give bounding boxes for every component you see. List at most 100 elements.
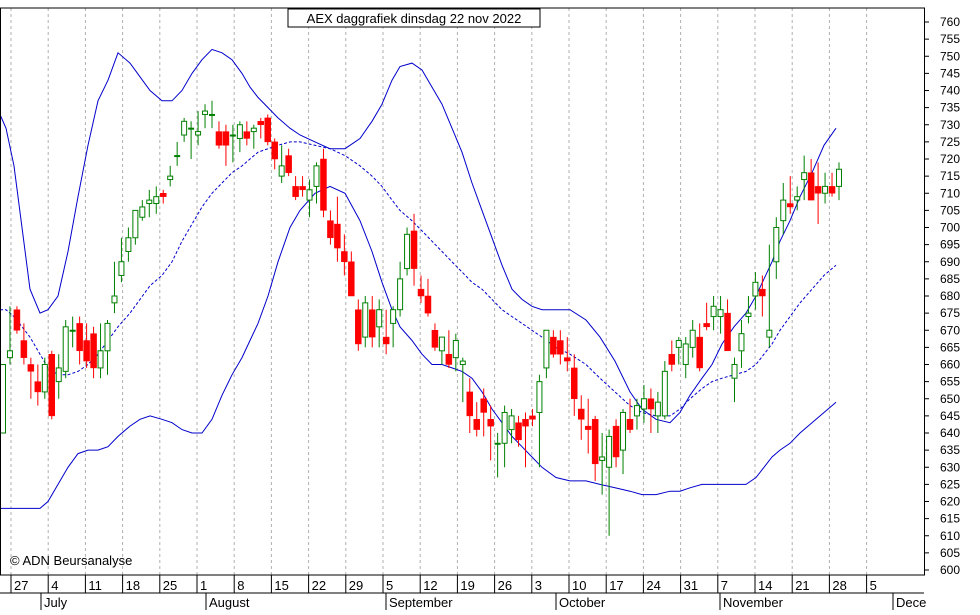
candle-17 bbox=[118, 237, 125, 283]
x-tick-label: 17 bbox=[609, 578, 623, 593]
candle-78 bbox=[543, 329, 550, 379]
candle-13 bbox=[90, 326, 97, 379]
y-tick-label: 610 bbox=[940, 529, 960, 543]
y-tick-label: 735 bbox=[940, 101, 960, 115]
y-tick-label: 705 bbox=[940, 203, 960, 217]
x-tick-label: 5 bbox=[386, 578, 393, 593]
candle-body bbox=[759, 288, 766, 297]
x-tick-label: 5 bbox=[870, 578, 877, 593]
candle-body bbox=[661, 370, 668, 417]
candle-64 bbox=[445, 330, 453, 368]
candle-body bbox=[515, 422, 522, 441]
candle-109 bbox=[759, 275, 766, 317]
candle-body bbox=[550, 336, 557, 355]
candle-body bbox=[0, 364, 6, 434]
candle-body bbox=[599, 456, 606, 461]
month-label: July bbox=[44, 595, 68, 610]
candle-56 bbox=[390, 306, 397, 348]
bollinger-bands bbox=[0, 48, 837, 509]
y-tick-label: 635 bbox=[940, 443, 960, 457]
candle-22 bbox=[153, 186, 160, 214]
month-label: October bbox=[559, 595, 606, 610]
candle-19 bbox=[132, 209, 139, 245]
candle-69 bbox=[480, 388, 487, 437]
y-tick-label: 740 bbox=[940, 84, 960, 98]
candle-61 bbox=[424, 278, 432, 317]
candle-body bbox=[167, 175, 174, 181]
y-tick-label: 755 bbox=[940, 32, 960, 46]
candle-body bbox=[181, 120, 188, 136]
candle-body bbox=[174, 155, 181, 158]
y-tick-label: 760 bbox=[940, 15, 960, 29]
candle-92 bbox=[640, 385, 647, 423]
x-tick-label: 15 bbox=[274, 578, 288, 593]
candle-59 bbox=[410, 213, 418, 286]
x-tick-label: 31 bbox=[684, 578, 698, 593]
candle-body bbox=[397, 278, 404, 311]
candle-37 bbox=[257, 117, 265, 139]
candle-99 bbox=[689, 319, 696, 358]
candle-115 bbox=[801, 155, 808, 201]
candle-body bbox=[647, 398, 655, 410]
candle-body bbox=[278, 165, 285, 177]
candle-body bbox=[236, 124, 243, 139]
month-label: Dece bbox=[896, 595, 926, 610]
month-label: September bbox=[389, 595, 453, 610]
candle-52 bbox=[362, 296, 369, 348]
candle-2 bbox=[13, 306, 21, 334]
candle-body bbox=[822, 185, 829, 194]
candle-57 bbox=[397, 261, 404, 317]
candle-body bbox=[209, 113, 215, 116]
candle-60 bbox=[417, 275, 425, 303]
candle-70 bbox=[487, 405, 494, 461]
x-tick-label: 8 bbox=[237, 578, 244, 593]
candle-73 bbox=[508, 409, 515, 444]
chart-title-box: AEX daggrafiek dinsdag 22 nov 2022 bbox=[287, 8, 541, 28]
month-label: November bbox=[723, 595, 784, 610]
candle-4 bbox=[27, 357, 35, 399]
candle-5 bbox=[34, 364, 42, 406]
candle-body bbox=[348, 261, 355, 297]
candle-body bbox=[271, 141, 278, 160]
candle-116 bbox=[807, 159, 815, 201]
candle-68 bbox=[473, 402, 480, 437]
y-tick-label: 630 bbox=[940, 460, 960, 474]
candle-body bbox=[69, 329, 76, 332]
candle-body bbox=[703, 323, 710, 328]
candle-body bbox=[202, 110, 209, 115]
candle-body bbox=[27, 364, 35, 372]
candle-body bbox=[836, 168, 842, 187]
bollinger-lower-line bbox=[0, 185, 837, 509]
candle-43 bbox=[299, 176, 306, 197]
candle-33 bbox=[229, 124, 236, 163]
candle-body bbox=[97, 350, 104, 369]
candle-body bbox=[717, 309, 724, 318]
candle-74 bbox=[515, 415, 522, 447]
candle-body bbox=[724, 312, 731, 352]
candle-body bbox=[299, 186, 306, 191]
candle-body bbox=[522, 419, 529, 427]
y-tick-label: 620 bbox=[940, 495, 960, 509]
y-tick-label: 600 bbox=[940, 563, 960, 577]
candle-6 bbox=[41, 357, 48, 399]
candle-body bbox=[20, 340, 28, 358]
candle-112 bbox=[780, 182, 787, 235]
x-tick-label: 28 bbox=[832, 578, 846, 593]
candle-body bbox=[557, 340, 564, 355]
x-tick-label: 26 bbox=[498, 578, 512, 593]
y-tick-label: 690 bbox=[940, 255, 960, 269]
candle-104 bbox=[724, 299, 731, 352]
candle-body bbox=[536, 381, 543, 413]
candle-body bbox=[285, 155, 292, 173]
candle-body bbox=[494, 442, 501, 445]
candle-body bbox=[508, 415, 515, 431]
candle-body bbox=[459, 360, 466, 366]
y-tick-label: 710 bbox=[940, 186, 960, 200]
candle-body bbox=[529, 415, 536, 420]
x-tick-label: 3 bbox=[535, 578, 542, 593]
candle-body bbox=[689, 329, 696, 348]
candle-103 bbox=[717, 296, 724, 334]
candle-body bbox=[564, 357, 571, 362]
